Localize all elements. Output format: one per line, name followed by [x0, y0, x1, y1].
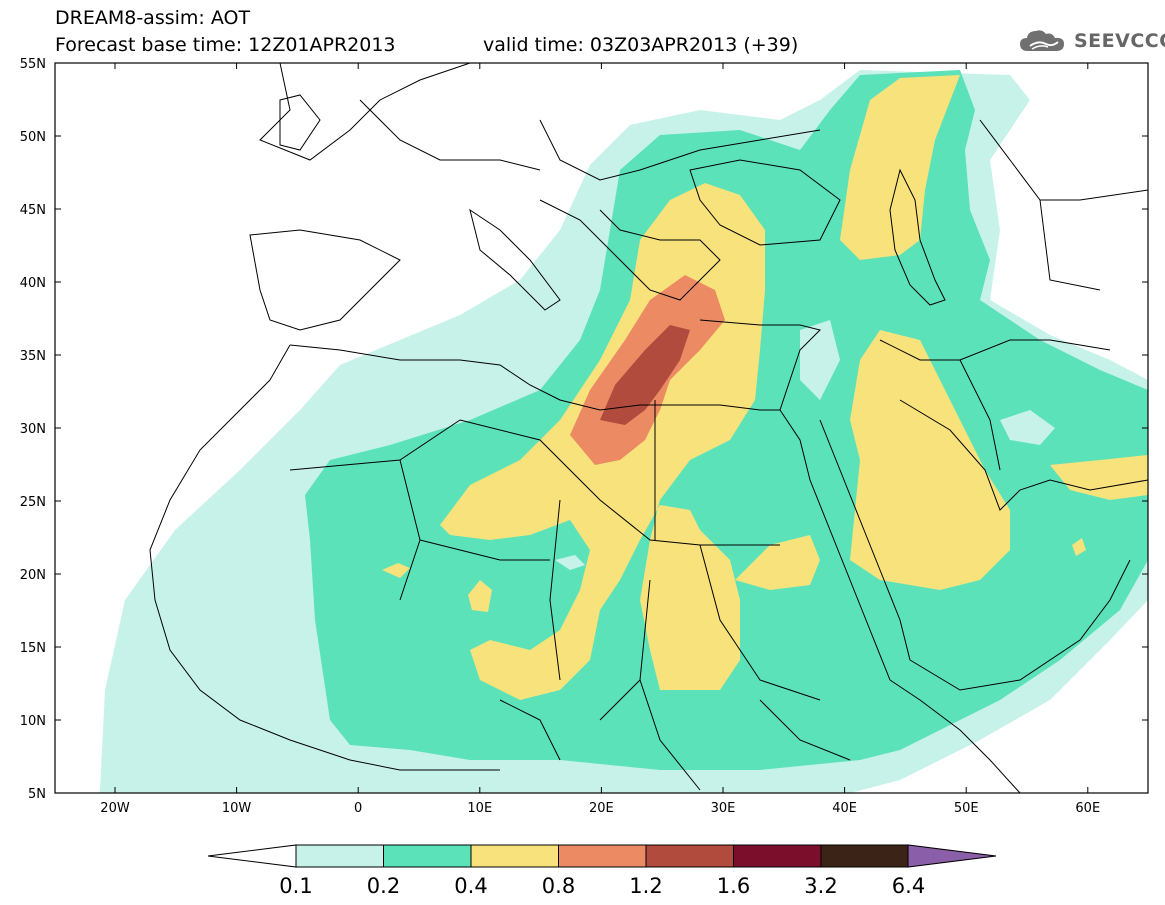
- lon-label: 40E: [832, 801, 857, 816]
- lon-label: 10E: [467, 801, 492, 816]
- colorbar-label: 1.2: [629, 874, 662, 898]
- lon-label: 60E: [1075, 801, 1100, 816]
- lat-label: 30N: [20, 422, 46, 437]
- lon-label: 20E: [589, 801, 614, 816]
- lat-label: 20N: [20, 568, 46, 583]
- colorbar-box: [559, 845, 647, 867]
- lat-label: 25N: [20, 495, 46, 510]
- colorbar-box: [734, 845, 822, 867]
- colorbar-low-triangle: [208, 845, 296, 867]
- lon-label: 10W: [222, 801, 252, 816]
- colorbar-high-triangle: [908, 845, 996, 867]
- colorbar-box: [471, 845, 559, 867]
- colorbar-box: [646, 845, 734, 867]
- lat-label: 10N: [20, 714, 46, 729]
- lon-label: 30E: [711, 801, 736, 816]
- lat-label: 35N: [20, 349, 46, 364]
- colorbar-label: 0.4: [454, 874, 487, 898]
- colorbar-label: 0.2: [367, 874, 400, 898]
- lat-label: 15N: [20, 641, 46, 656]
- lon-label: 0: [354, 801, 362, 816]
- colorbar: 0.1 0.2 0.4 0.8 1.2 1.6 3.2 6.4: [208, 845, 996, 898]
- lat-label: 40N: [20, 276, 46, 291]
- colorbar-label: 1.6: [717, 874, 750, 898]
- colorbar-box: [821, 845, 909, 867]
- lon-label: 20W: [100, 801, 130, 816]
- colorbar-label: 6.4: [892, 874, 925, 898]
- lon-label: 50E: [954, 801, 979, 816]
- colorbar-label: 0.1: [279, 874, 312, 898]
- lat-label: 55N: [20, 57, 46, 72]
- colorbar-box: [296, 845, 384, 867]
- colorbar-box: [384, 845, 472, 867]
- colorbar-label: 0.8: [542, 874, 575, 898]
- lat-label: 50N: [20, 130, 46, 145]
- lat-label: 5N: [28, 787, 46, 802]
- colorbar-label: 3.2: [804, 874, 837, 898]
- lat-label: 45N: [20, 203, 46, 218]
